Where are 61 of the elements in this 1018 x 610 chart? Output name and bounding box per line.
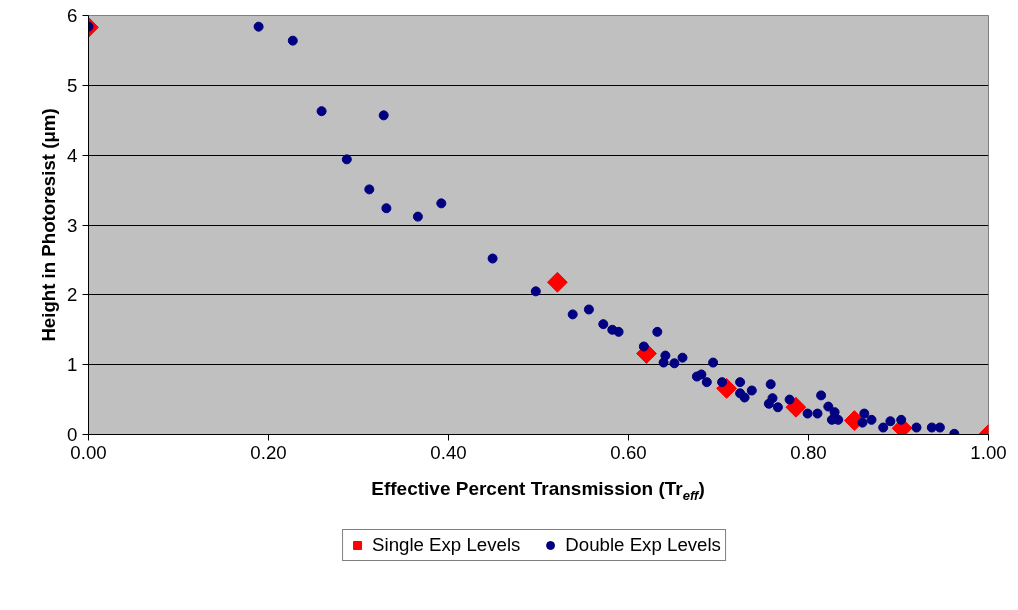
legend-label: Double Exp Levels [565, 534, 721, 556]
point [896, 414, 907, 425]
point [364, 184, 375, 195]
point [911, 422, 922, 433]
point [878, 422, 889, 433]
point [857, 417, 868, 428]
point [287, 35, 298, 46]
point [583, 304, 594, 315]
point [567, 309, 578, 320]
point [816, 390, 827, 401]
x-tick-label: 0.40 [430, 441, 467, 463]
y-tick-label: 5 [67, 74, 78, 96]
point [772, 402, 783, 413]
point [934, 422, 945, 433]
x-axis-title: Effective Percent Transmission (Tr$_{eff}$) [370, 477, 706, 505]
point [859, 408, 870, 419]
point [547, 271, 568, 293]
point [316, 106, 327, 117]
point [802, 408, 813, 419]
x-tick-label: 1.00 [970, 441, 1007, 463]
point [735, 377, 746, 388]
point [926, 422, 937, 433]
point [696, 369, 707, 380]
y-axis-title: Height in Photoresist (μm) [38, 108, 60, 342]
point [436, 198, 447, 209]
y-tick-label: 3 [67, 214, 78, 236]
point [253, 21, 264, 32]
point [785, 396, 807, 418]
point [652, 326, 663, 337]
legend-label: Single Exp Levels [372, 534, 521, 556]
point [381, 203, 392, 214]
point [677, 352, 688, 363]
point [739, 392, 750, 403]
y-tick-label: 1 [67, 354, 78, 376]
point [708, 357, 719, 368]
point [638, 341, 649, 352]
point [701, 377, 712, 388]
point [763, 398, 774, 409]
point [378, 110, 389, 121]
point [812, 408, 823, 419]
point [613, 326, 624, 337]
point [658, 357, 669, 368]
y-tick-label: 6 [67, 5, 78, 26]
point [717, 377, 728, 388]
y-tick-label: 4 [67, 144, 78, 166]
x-tick-label: 0.20 [250, 441, 287, 463]
point [746, 385, 757, 396]
x-tick-label: 0.80 [790, 441, 827, 463]
x-tick-label: 0.60 [610, 441, 647, 463]
point [530, 286, 541, 297]
point [341, 154, 352, 165]
point [765, 379, 776, 390]
point [784, 394, 795, 405]
point [669, 358, 680, 369]
point [412, 211, 423, 222]
point [598, 319, 609, 330]
point [866, 414, 877, 425]
y-tick-label: 2 [67, 284, 78, 306]
point [487, 253, 498, 264]
point [823, 401, 834, 412]
point [885, 416, 896, 427]
